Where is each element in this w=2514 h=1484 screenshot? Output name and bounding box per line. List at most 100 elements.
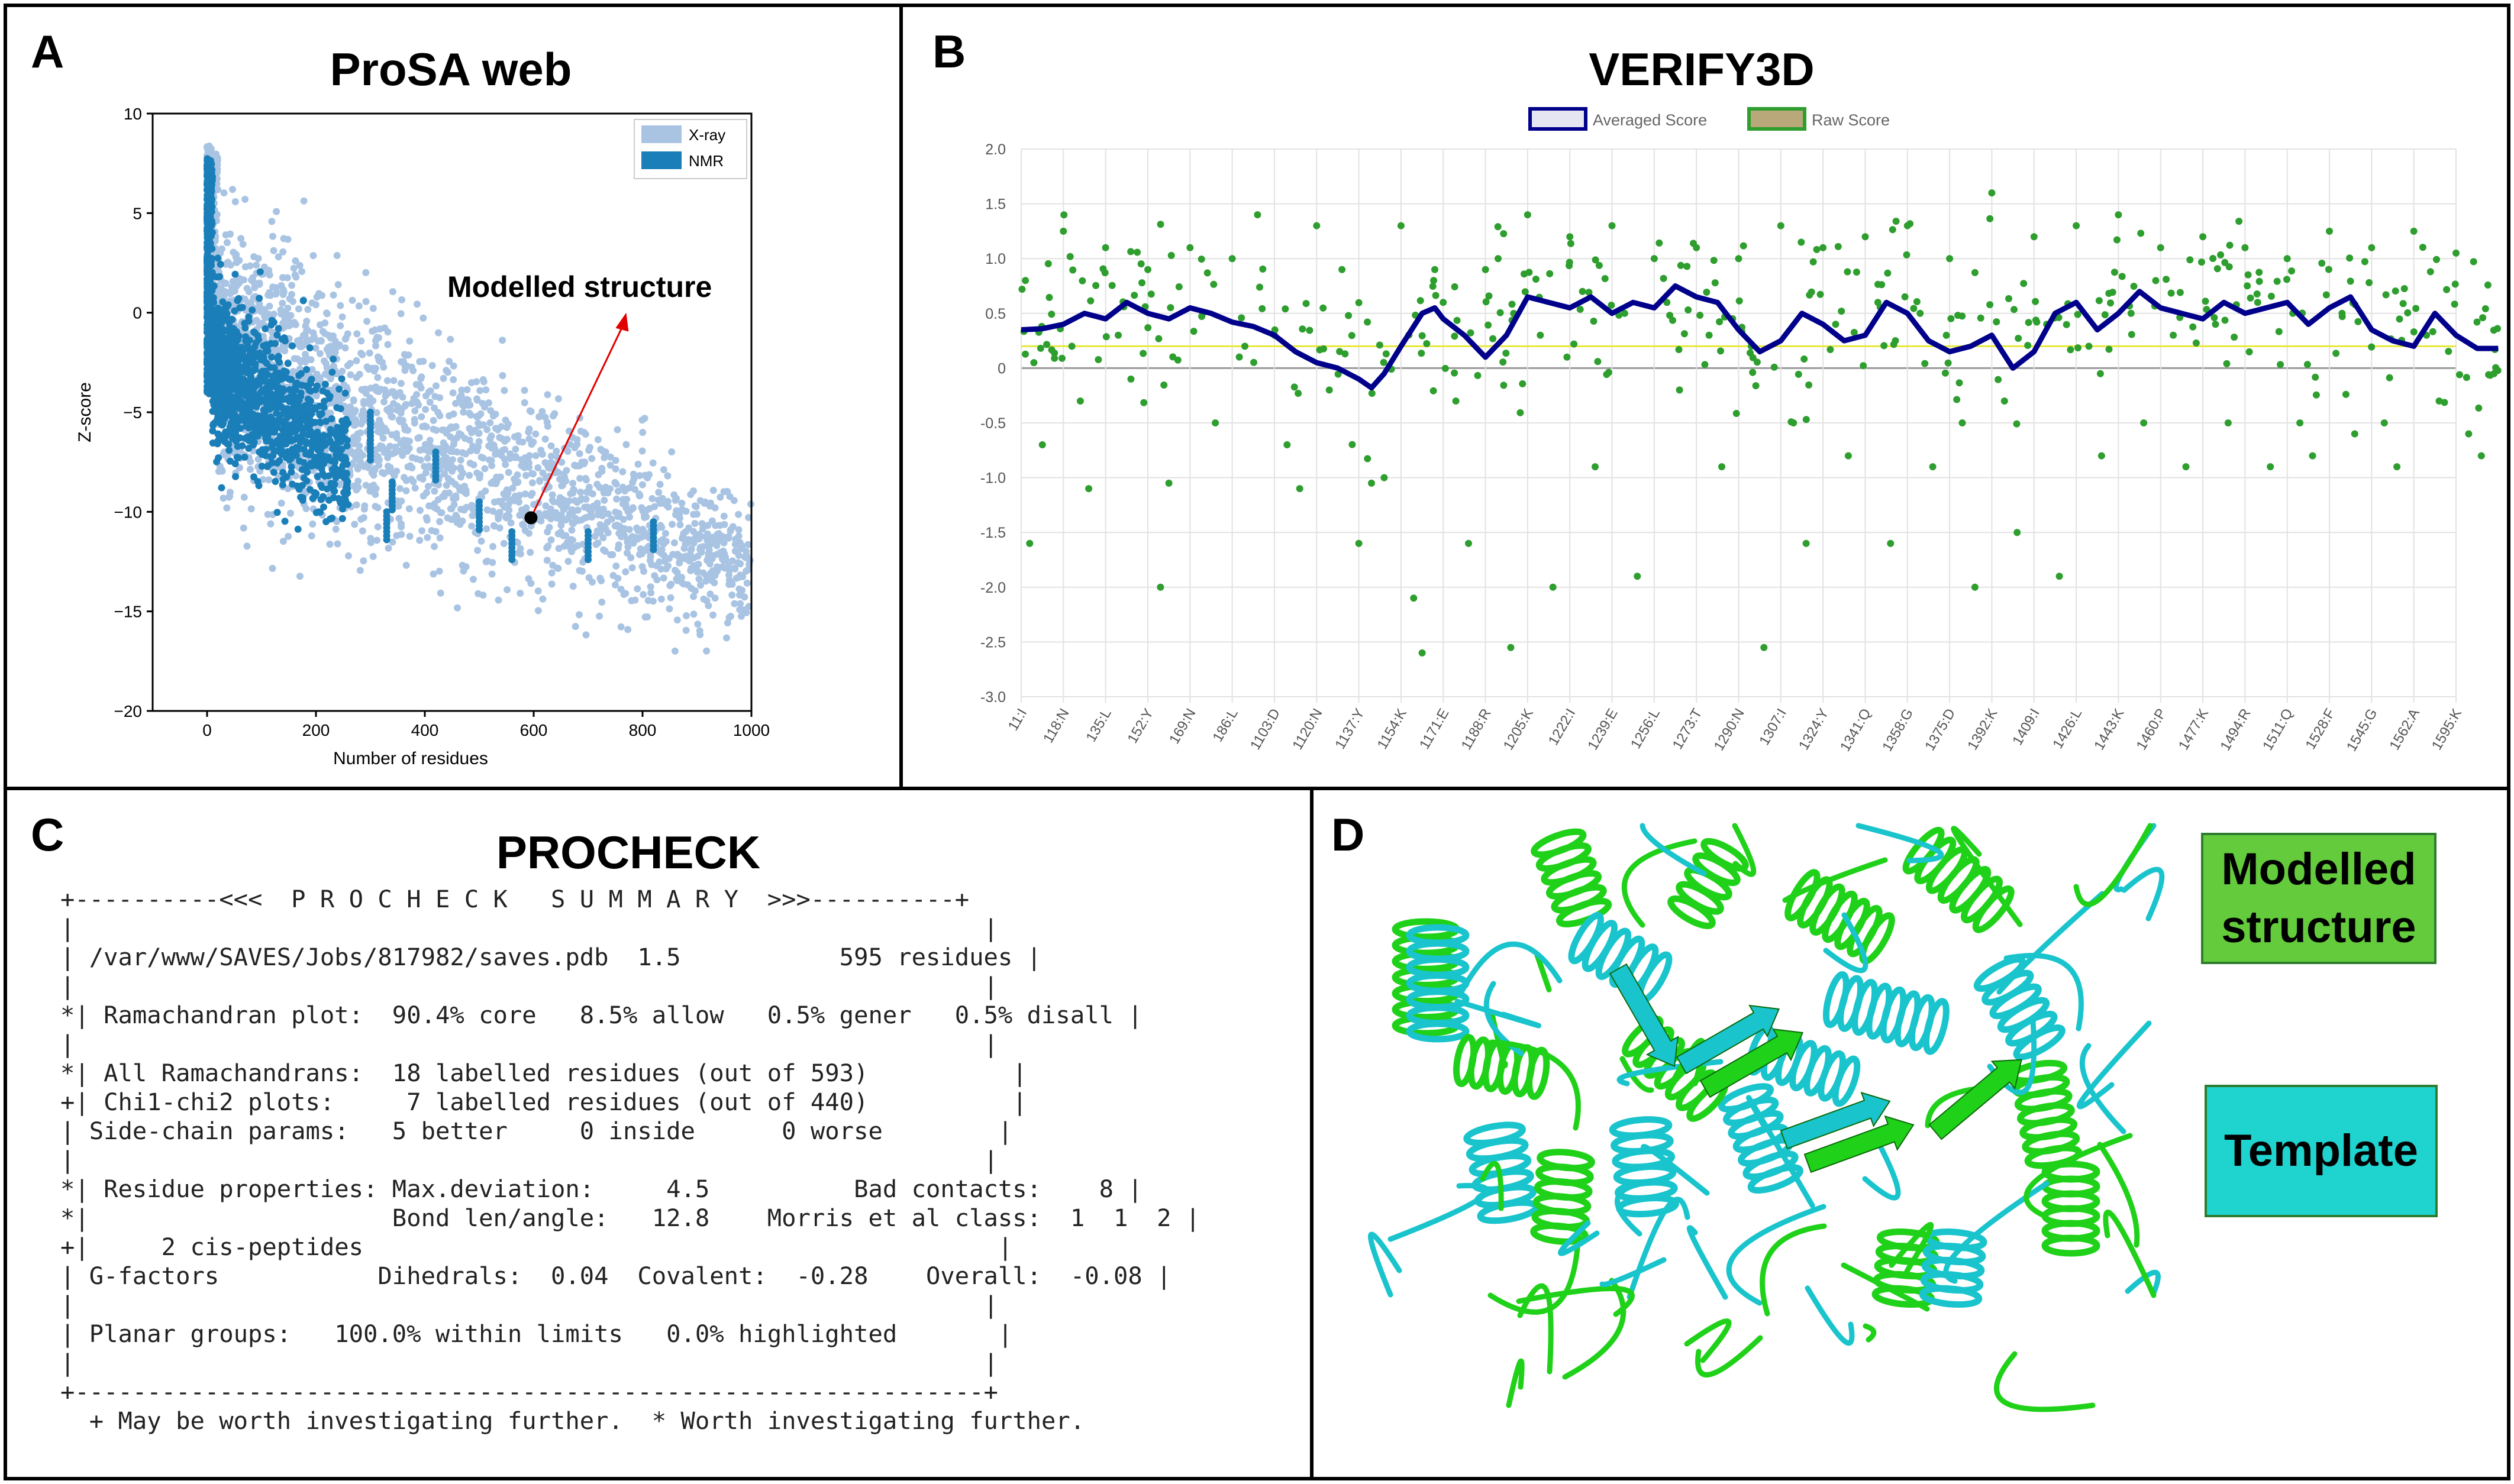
xray-point xyxy=(612,581,619,589)
xray-point xyxy=(492,451,499,458)
xray-point xyxy=(548,491,556,499)
raw-score-point xyxy=(1068,342,1076,350)
xray-point xyxy=(367,483,375,491)
xray-point xyxy=(341,344,349,352)
raw-score-point xyxy=(1484,321,1492,329)
protein-structure-image xyxy=(1367,823,2165,1412)
nmr-point xyxy=(320,442,328,450)
xray-point xyxy=(330,291,337,299)
x-tick-label: 1545:G xyxy=(2344,706,2381,755)
xray-point xyxy=(521,490,529,498)
xray-point xyxy=(646,471,653,478)
xray-point xyxy=(304,337,312,345)
xray-point xyxy=(475,429,483,437)
xray-point xyxy=(360,514,367,522)
raw-score-point xyxy=(2176,289,2184,296)
xray-point xyxy=(396,418,404,425)
xray-point xyxy=(279,538,287,545)
xray-point xyxy=(469,576,477,583)
xray-point xyxy=(233,251,240,258)
legend-label: X-ray xyxy=(689,126,725,144)
raw-score-point xyxy=(1256,283,1263,291)
xray-point xyxy=(379,434,387,442)
xray-point xyxy=(357,350,365,357)
raw-score-point xyxy=(1567,240,1574,247)
loop xyxy=(1943,1181,2050,1284)
raw-score-point xyxy=(1430,277,1438,284)
nmr-point xyxy=(210,299,218,306)
xray-point xyxy=(532,452,540,460)
xray-point xyxy=(745,514,753,521)
nmr-point xyxy=(204,367,211,375)
summary-line: +---------------------------------------… xyxy=(60,1378,998,1406)
xray-point xyxy=(309,252,317,260)
nmr-point xyxy=(305,384,312,392)
xray-point xyxy=(436,394,444,402)
raw-score-point xyxy=(2404,309,2412,316)
xray-point xyxy=(596,612,603,620)
raw-score-point xyxy=(2465,430,2473,438)
xray-point xyxy=(250,279,257,286)
xray-point xyxy=(473,413,480,421)
raw-score-point xyxy=(1576,306,1584,313)
xray-point xyxy=(457,464,464,471)
raw-score-point xyxy=(2033,318,2041,326)
nmr-point xyxy=(206,328,214,336)
xray-point xyxy=(509,484,517,492)
xray-point xyxy=(253,261,260,269)
xray-point xyxy=(734,559,742,567)
y-tick-label: -2.0 xyxy=(980,580,1006,596)
xray-point xyxy=(554,395,562,403)
nmr-point xyxy=(291,406,298,414)
nmr-point xyxy=(226,357,234,364)
xray-point xyxy=(532,430,540,438)
nmr-point xyxy=(314,473,321,480)
xray-point xyxy=(683,612,690,619)
xray-point xyxy=(406,532,414,540)
nmr-point xyxy=(325,496,333,504)
nmr-point xyxy=(259,367,266,375)
xray-point xyxy=(450,464,457,472)
xray-point xyxy=(290,264,298,272)
xray-point xyxy=(737,545,744,552)
raw-score-point xyxy=(2288,267,2296,275)
xray-point xyxy=(406,337,414,345)
nmr-point xyxy=(234,418,241,425)
xray-point xyxy=(433,426,440,434)
nmr-point xyxy=(245,396,253,404)
xray-point xyxy=(534,607,542,615)
xray-point xyxy=(312,344,320,352)
xray-point xyxy=(499,372,506,379)
xray-point xyxy=(221,290,228,298)
xray-point xyxy=(466,460,474,467)
nmr-point xyxy=(280,374,288,382)
xray-point xyxy=(489,559,496,566)
raw-score-point xyxy=(1157,221,1164,228)
xray-point xyxy=(410,395,418,402)
nmr-point xyxy=(206,336,214,344)
raw-score-point xyxy=(1325,386,1333,394)
raw-score-point xyxy=(1650,255,1658,263)
xray-point xyxy=(398,296,406,303)
xray-point xyxy=(619,468,627,476)
nmr-point xyxy=(255,392,263,399)
raw-score-point xyxy=(1060,227,1067,235)
xray-point xyxy=(664,497,672,505)
panel-a-title: ProSA web xyxy=(330,43,572,95)
helix-turn xyxy=(1922,998,1950,1055)
xray-point xyxy=(679,532,687,540)
nmr-point xyxy=(282,406,290,413)
y-tick-label: -1.0 xyxy=(980,470,1006,487)
xray-point xyxy=(678,499,686,507)
xray-point xyxy=(227,261,234,269)
xray-point xyxy=(477,537,485,545)
nmr-point xyxy=(294,525,302,533)
nmr-point xyxy=(284,360,292,367)
xray-point xyxy=(308,532,315,539)
template-legend: Template xyxy=(2205,1085,2438,1217)
xray-point xyxy=(526,407,534,415)
loop xyxy=(1626,1197,1690,1300)
xray-point xyxy=(743,609,750,616)
xray-point xyxy=(376,416,383,424)
raw-score-point xyxy=(1157,583,1164,591)
